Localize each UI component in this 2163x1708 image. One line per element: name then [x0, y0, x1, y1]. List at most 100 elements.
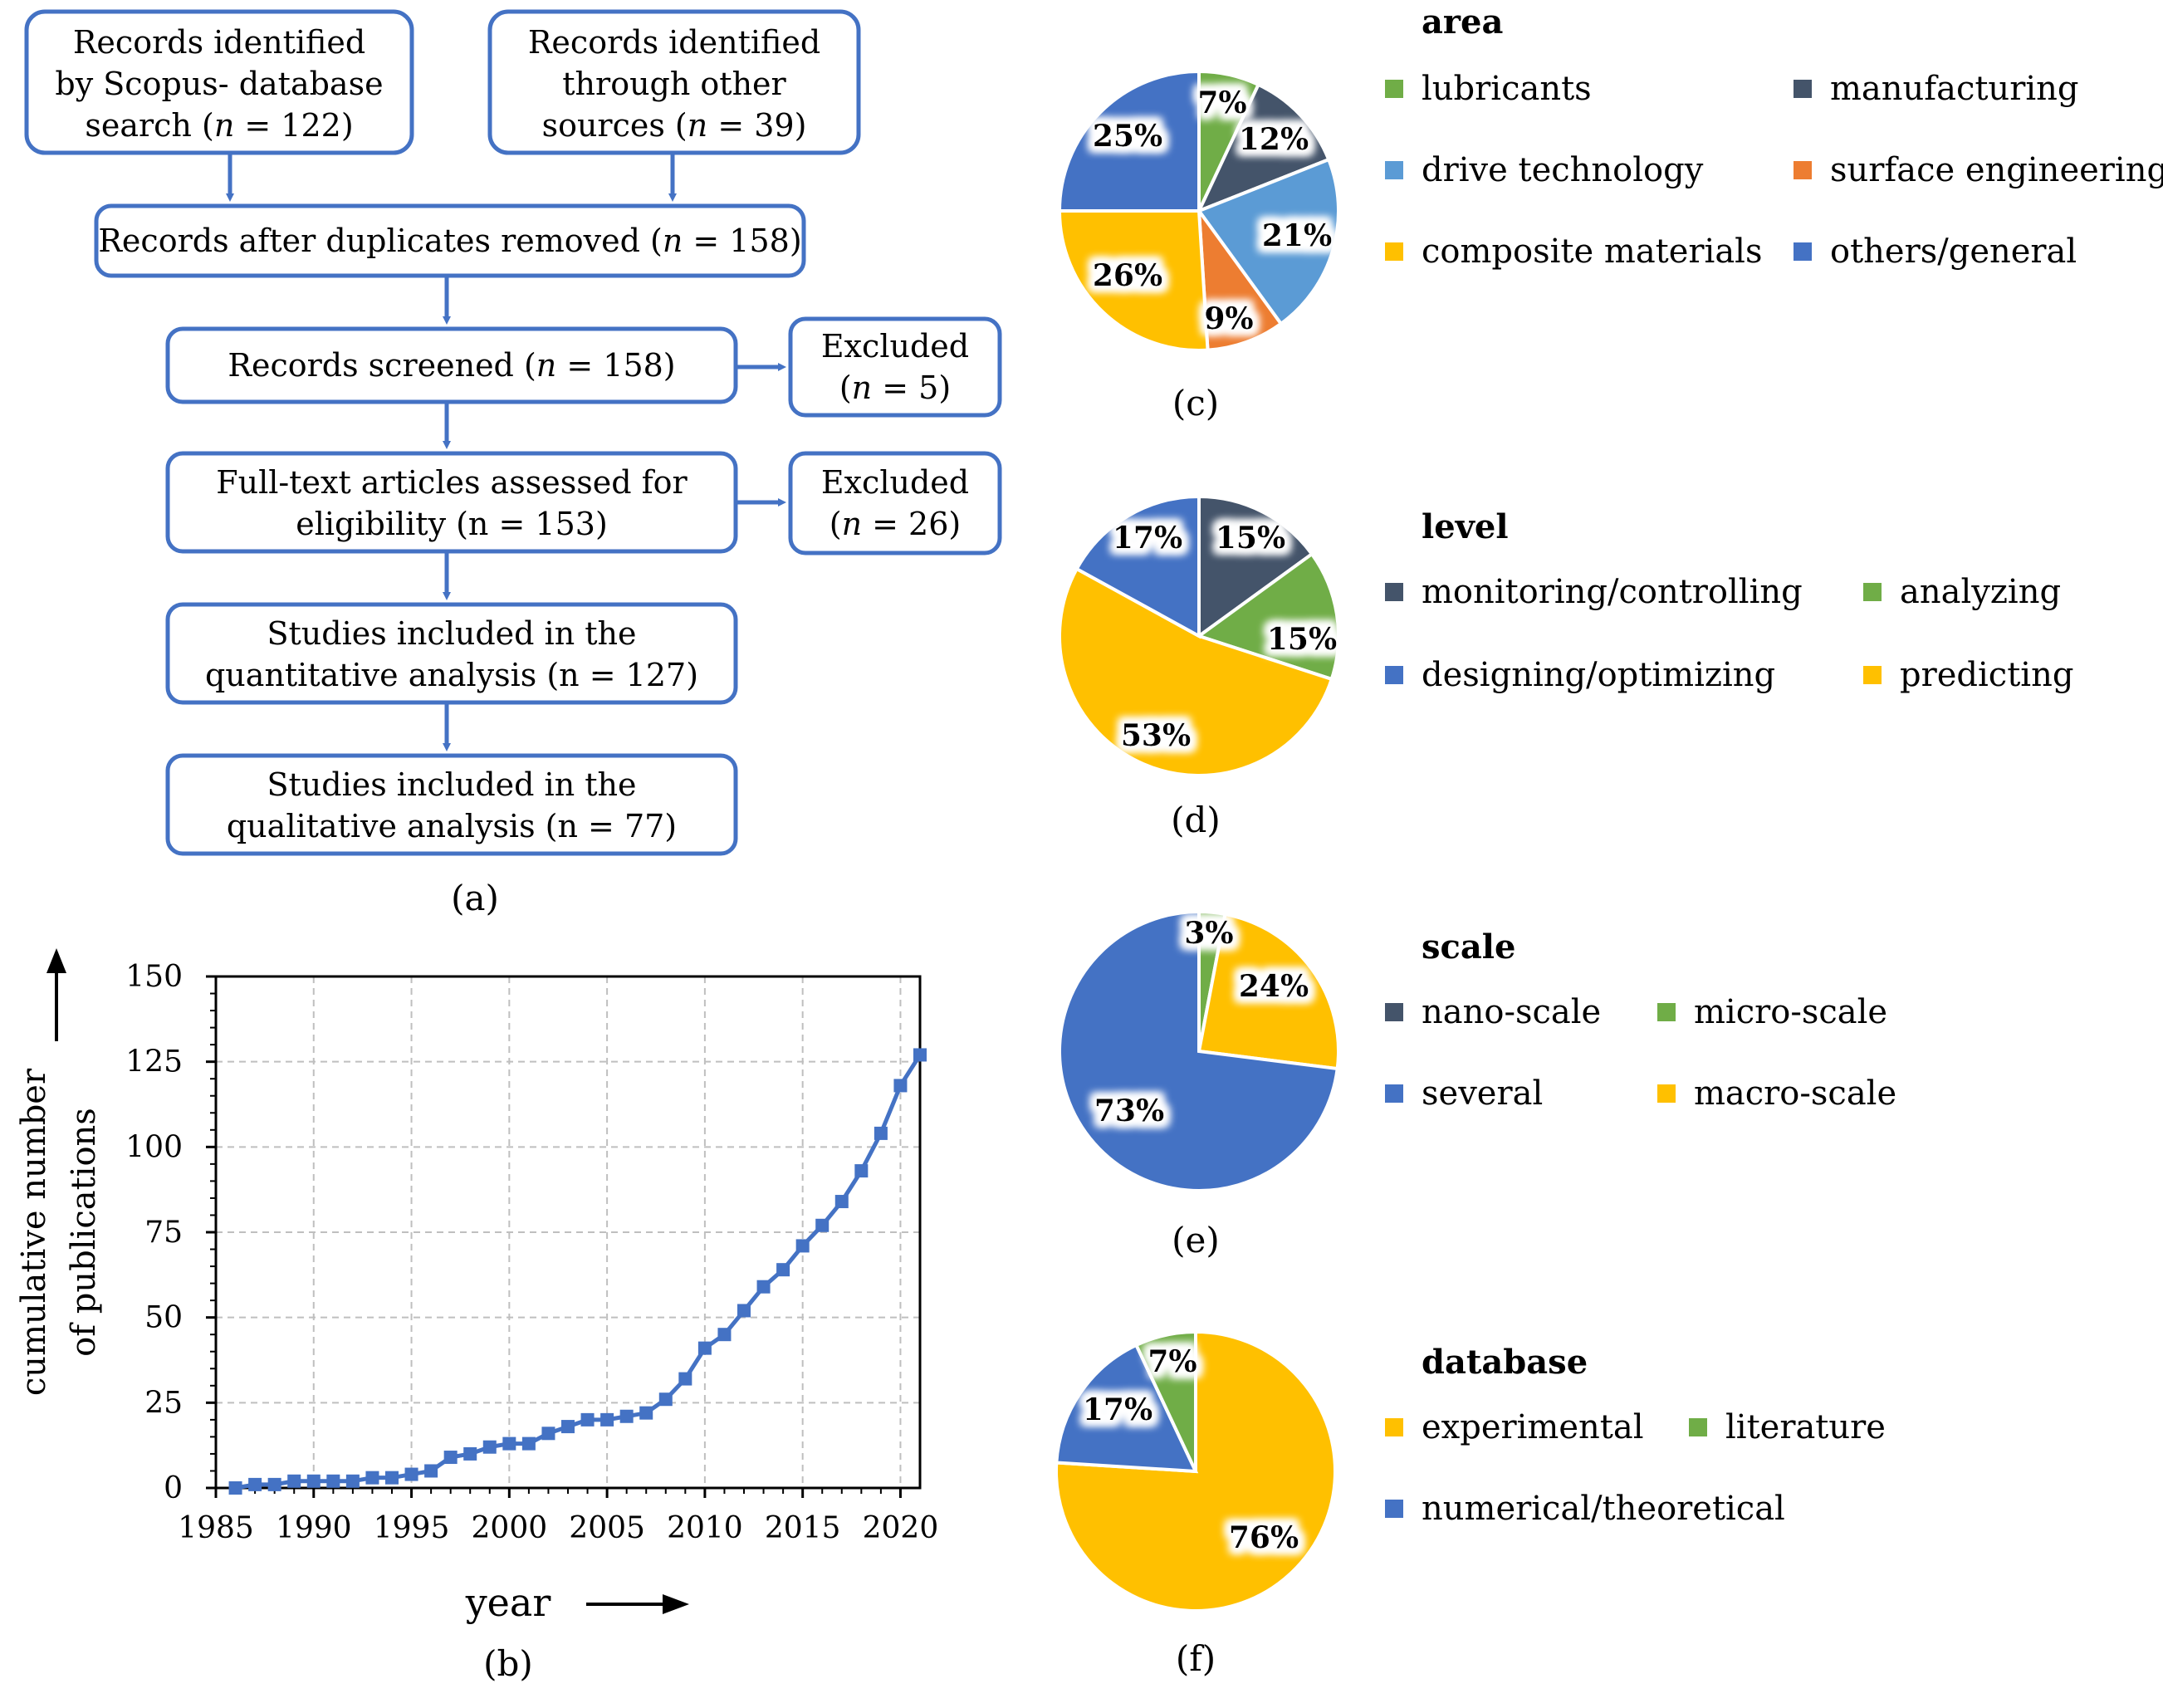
data-point-marker: [424, 1464, 438, 1478]
pie-data-label: 76%: [1229, 1520, 1299, 1555]
data-point-marker: [600, 1412, 614, 1427]
pie-data-label: 9%: [1204, 301, 1253, 336]
legend-label-predicting: predicting: [1900, 656, 2073, 694]
pie-data-label: 73%: [1094, 1094, 1164, 1128]
pie-slice-literature: [1133, 1329, 1197, 1472]
box-fulltext-line2: eligibility (n = 153): [296, 506, 608, 542]
legend-label-others-general: others/general: [1830, 232, 2077, 271]
data-point-marker: [228, 1481, 242, 1495]
series-line: [235, 1054, 922, 1490]
x-tick-label: 1995: [374, 1511, 450, 1545]
data-point-marker: [737, 1304, 751, 1318]
pie-slice-designing-optimizing: [1074, 494, 1201, 639]
box-scopus-line2: by Scopus- database: [55, 66, 383, 102]
pie-slice-manufacturing: [1196, 82, 1331, 214]
pie-data-label: 17%: [1083, 1392, 1152, 1427]
y-tick-label: 150: [125, 960, 183, 994]
pie-slice-macro-scale: [1197, 912, 1341, 1071]
data-point-marker: [326, 1474, 340, 1488]
legend-level: level monitoring/controlling analyzing d…: [1385, 507, 2073, 694]
legend-label-several: several: [1422, 1074, 1543, 1113]
y-tick-label: 25: [144, 1386, 183, 1420]
panel-label-f: (f): [1176, 1638, 1216, 1679]
x-tick-label: 1985: [178, 1511, 254, 1545]
x-tick-label: 2010: [667, 1511, 743, 1545]
x-axis-direction-arrowhead: [663, 1594, 689, 1614]
legend-area: area lubricants manufacturing drive tech…: [1385, 2, 2163, 271]
line-chart-ticks: 1985 1990 1995 2000 2005 2010 2015 2020 0 25 50 75 1…: [125, 960, 938, 1545]
legend-swatch-analyzing: [1863, 583, 1882, 601]
x-tick-label: 2015: [765, 1511, 841, 1545]
legend-scale-title: scale: [1422, 927, 1515, 967]
x-tick-label: 2000: [472, 1511, 548, 1545]
data-point-marker: [697, 1341, 712, 1355]
legend-scale: scale nano-scale micro-scale several mac…: [1385, 927, 1896, 1113]
legend-swatch-macro-scale: [1657, 1084, 1676, 1103]
box-screened-text: Records screened (n = 158): [228, 347, 675, 384]
data-point-marker: [893, 1079, 908, 1093]
data-point-marker: [521, 1436, 536, 1451]
box-qualitative-line1: Studies included in the: [267, 766, 636, 803]
box-scopus: [24, 9, 414, 155]
box-qualitative-line2: qualitative analysis (n = 77): [227, 808, 677, 844]
data-point-marker: [365, 1471, 379, 1485]
pie-data-label: 17%: [1113, 521, 1182, 555]
legend-label-surface-engineering: surface engineering: [1830, 151, 2163, 189]
y-tick-label: 100: [125, 1130, 183, 1164]
legend-label-micro-scale: micro-scale: [1694, 993, 1887, 1031]
panel-label-b: (b): [483, 1643, 533, 1684]
pie-slice-predicting: [1058, 566, 1334, 777]
panel-label-c: (c): [1172, 383, 1219, 423]
y-tick-label: 75: [144, 1216, 183, 1250]
panel-label-a: (a): [451, 878, 499, 918]
legend-label-experimental: experimental: [1422, 1408, 1644, 1446]
legend-swatch-several: [1385, 1084, 1403, 1103]
pie-slice-analyzing: [1195, 551, 1340, 682]
box-quantitative: [165, 602, 738, 705]
pie-data-label: 3%: [1184, 916, 1233, 951]
legend-swatch-composite-materials: [1385, 242, 1403, 261]
y-axis-title-line1: cumulative number: [15, 1068, 53, 1396]
data-point-marker: [248, 1477, 262, 1491]
data-point-marker: [306, 1474, 321, 1488]
box-scopus-line1: Records identified: [73, 24, 365, 61]
pie-chart-scale: 3%24% 73%: [1058, 909, 1341, 1192]
data-point-marker: [404, 1467, 418, 1481]
legend-label-literature: literature: [1725, 1408, 1886, 1446]
x-tick-label: 2020: [863, 1511, 939, 1545]
box-excluded-2: [788, 451, 1002, 555]
data-point-marker: [619, 1409, 634, 1423]
x-tick-label: 2005: [569, 1511, 645, 1545]
legend-swatch-predicting: [1863, 666, 1882, 684]
y-tick-label: 125: [125, 1045, 183, 1079]
data-point-marker: [345, 1474, 360, 1488]
line-chart: 1985 1990 1995 2000 2005 2010 2015 2020 0 25 50 75 1…: [15, 948, 938, 1684]
pie-slice-numerical-theoretical: [1055, 1343, 1199, 1474]
pie-slice-monitoring-controlling: [1197, 494, 1314, 639]
legend-label-macro-scale: macro-scale: [1694, 1074, 1896, 1113]
pie-data-label: 21%: [1262, 218, 1332, 253]
legend-label-nano-scale: nano-scale: [1422, 993, 1601, 1031]
legend-swatch-experimental: [1385, 1418, 1403, 1436]
pie-data-label: 7%: [1197, 86, 1246, 120]
box-other-line1: Records identified: [528, 24, 820, 61]
pie-slice-experimental: [1054, 1329, 1337, 1613]
data-point-marker: [717, 1328, 732, 1342]
pie-data-label: 7%: [1148, 1344, 1197, 1379]
legend-label-analyzing: analyzing: [1900, 573, 2061, 611]
data-point-marker: [913, 1048, 927, 1062]
data-point-marker: [756, 1280, 771, 1294]
x-tick-label: 1990: [276, 1511, 352, 1545]
pie-data-label: 24%: [1239, 969, 1309, 1004]
legend-swatch-surface-engineering: [1794, 161, 1812, 179]
pie-data-label: 15%: [1267, 622, 1337, 657]
box-duplicates-removed: [94, 203, 806, 278]
data-point-marker: [815, 1218, 829, 1232]
box-excluded1-line2: (n = 5): [839, 369, 951, 406]
data-point-marker: [639, 1406, 653, 1420]
data-point-marker: [561, 1420, 575, 1434]
data-point-marker: [776, 1263, 790, 1277]
legend-swatch-monitoring: [1385, 583, 1403, 601]
data-point-marker: [658, 1392, 673, 1407]
